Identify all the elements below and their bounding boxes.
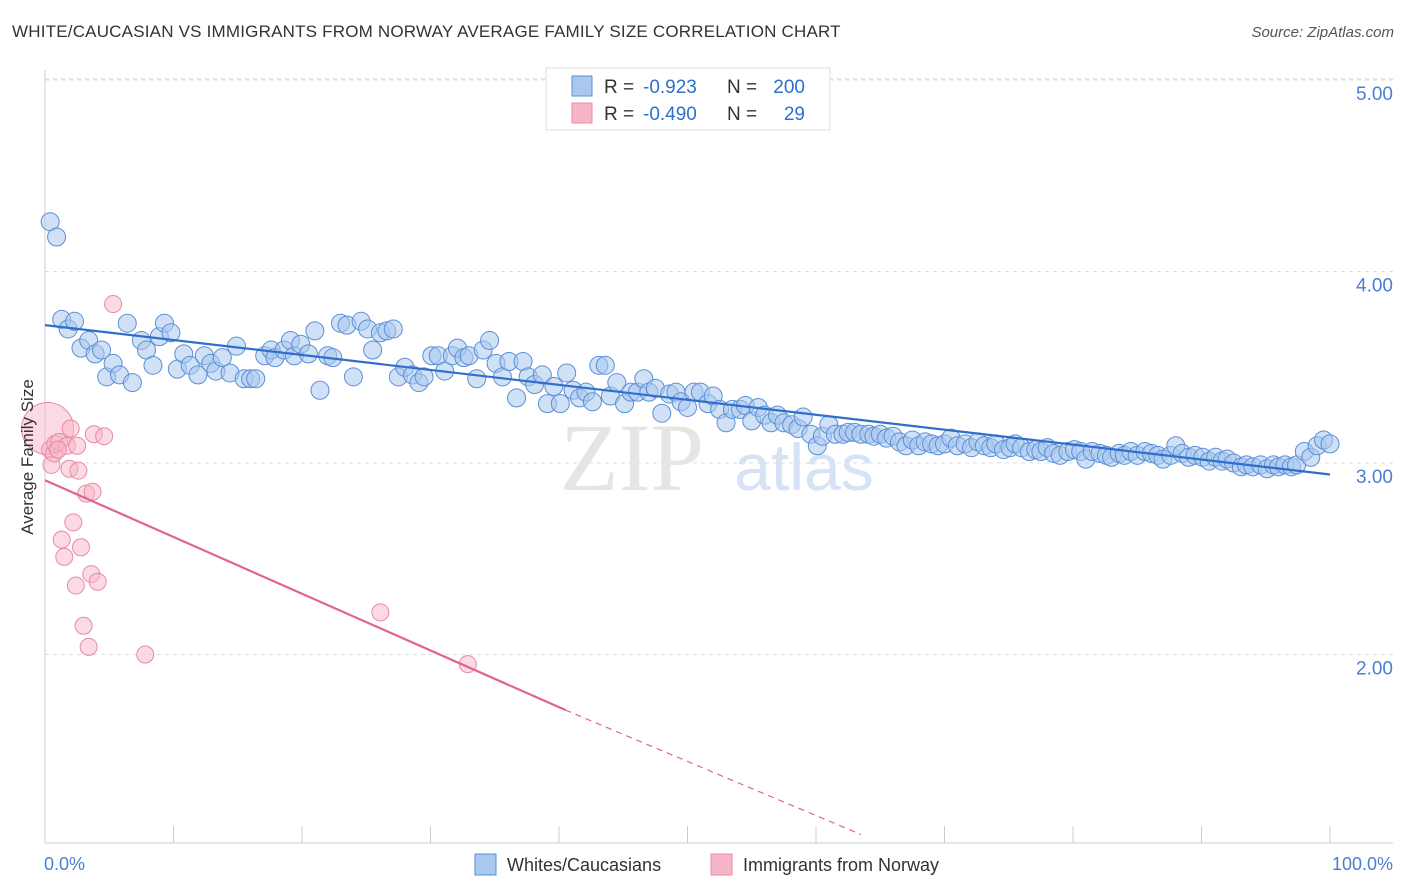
point-norway xyxy=(68,436,87,455)
series-whites-points xyxy=(40,212,1340,479)
y-tick-label: 3.00 xyxy=(1356,467,1393,488)
legend-bottom-swatch-pink xyxy=(710,853,733,876)
legend-bottom-swatch-blue xyxy=(474,853,497,876)
point-whites xyxy=(188,365,208,385)
trendline-whites xyxy=(44,324,1331,476)
x-tick-label-min: 0.0% xyxy=(44,854,85,874)
trendlines xyxy=(44,324,1331,836)
point-whites xyxy=(793,407,813,427)
point-whites xyxy=(363,340,383,360)
point-norway xyxy=(88,572,107,591)
point-norway xyxy=(79,637,98,656)
point-whites xyxy=(122,373,142,393)
point-norway xyxy=(74,616,93,635)
point-norway xyxy=(136,645,155,664)
point-whites xyxy=(305,321,325,341)
trendline-norway-extension xyxy=(565,709,862,836)
legend-n-label-2: N = xyxy=(727,104,757,125)
point-whites xyxy=(161,323,181,343)
point-whites xyxy=(1320,434,1340,454)
point-whites xyxy=(117,313,137,333)
legend-swatch-pink xyxy=(571,102,593,124)
point-whites xyxy=(414,367,434,387)
series-legend: Whites/Caucasians Immigrants from Norway xyxy=(474,853,939,876)
point-whites xyxy=(652,403,672,423)
point-whites xyxy=(480,330,500,350)
legend-n-value-1: 200 xyxy=(773,77,805,98)
point-whites xyxy=(310,380,330,400)
point-norway xyxy=(48,440,67,459)
legend-r-label-1: R = xyxy=(604,77,634,98)
legend-n-value-2: 29 xyxy=(784,104,805,125)
point-whites xyxy=(298,344,318,364)
trendline-norway xyxy=(44,479,566,712)
point-norway xyxy=(66,576,85,595)
watermark-atlas: atlas xyxy=(734,430,873,504)
point-whites xyxy=(550,394,570,414)
stats-legend: R = -0.923 N = 200 R = -0.490 N = 29 xyxy=(545,67,831,131)
point-whites xyxy=(383,319,403,339)
point-whites xyxy=(582,392,602,412)
y-tick-labels: 2.00 3.00 4.00 5.00 xyxy=(1356,84,1393,680)
point-whites xyxy=(595,355,615,375)
point-norway xyxy=(55,547,74,566)
point-norway xyxy=(52,530,71,549)
y-tick-label: 5.00 xyxy=(1356,84,1393,105)
point-norway xyxy=(69,461,88,480)
point-whites xyxy=(212,348,232,368)
gridlines xyxy=(45,78,1393,655)
series-norway-points xyxy=(21,295,477,674)
point-whites xyxy=(557,363,577,383)
point-whites xyxy=(92,340,112,360)
legend-r-value-2: -0.490 xyxy=(643,104,697,125)
legend-r-value-1: -0.923 xyxy=(643,77,697,98)
point-whites xyxy=(47,227,67,247)
y-tick-label: 2.00 xyxy=(1356,659,1393,680)
point-whites xyxy=(65,311,85,331)
watermark-zip: ZIP xyxy=(560,404,704,511)
point-whites xyxy=(246,369,266,389)
point-norway xyxy=(64,513,83,532)
x-tick-label-max: 100.0% xyxy=(1332,854,1393,874)
point-norway xyxy=(104,295,123,314)
legend-swatch-blue xyxy=(571,75,593,97)
point-norway xyxy=(71,538,90,557)
chart-title: WHITE/CAUCASIAN VS IMMIGRANTS FROM NORWA… xyxy=(12,22,841,41)
point-norway xyxy=(95,427,114,446)
legend-bottom-label-norway: Immigrants from Norway xyxy=(743,855,939,875)
point-whites xyxy=(467,369,487,389)
point-whites xyxy=(544,376,564,396)
x-axis-ticks xyxy=(44,826,1331,843)
y-tick-label: 4.00 xyxy=(1356,276,1393,297)
point-norway xyxy=(61,419,80,438)
legend-n-label-1: N = xyxy=(727,77,757,98)
legend-bottom-label-whites: Whites/Caucasians xyxy=(507,855,661,875)
point-norway xyxy=(371,603,390,622)
y-axis-title: Average Family Size xyxy=(18,379,37,535)
legend-r-label-2: R = xyxy=(604,104,634,125)
point-whites xyxy=(507,388,527,408)
point-whites xyxy=(143,355,163,375)
source-label: Source: ZipAtlas.com xyxy=(1251,24,1394,41)
point-whites xyxy=(343,367,363,387)
